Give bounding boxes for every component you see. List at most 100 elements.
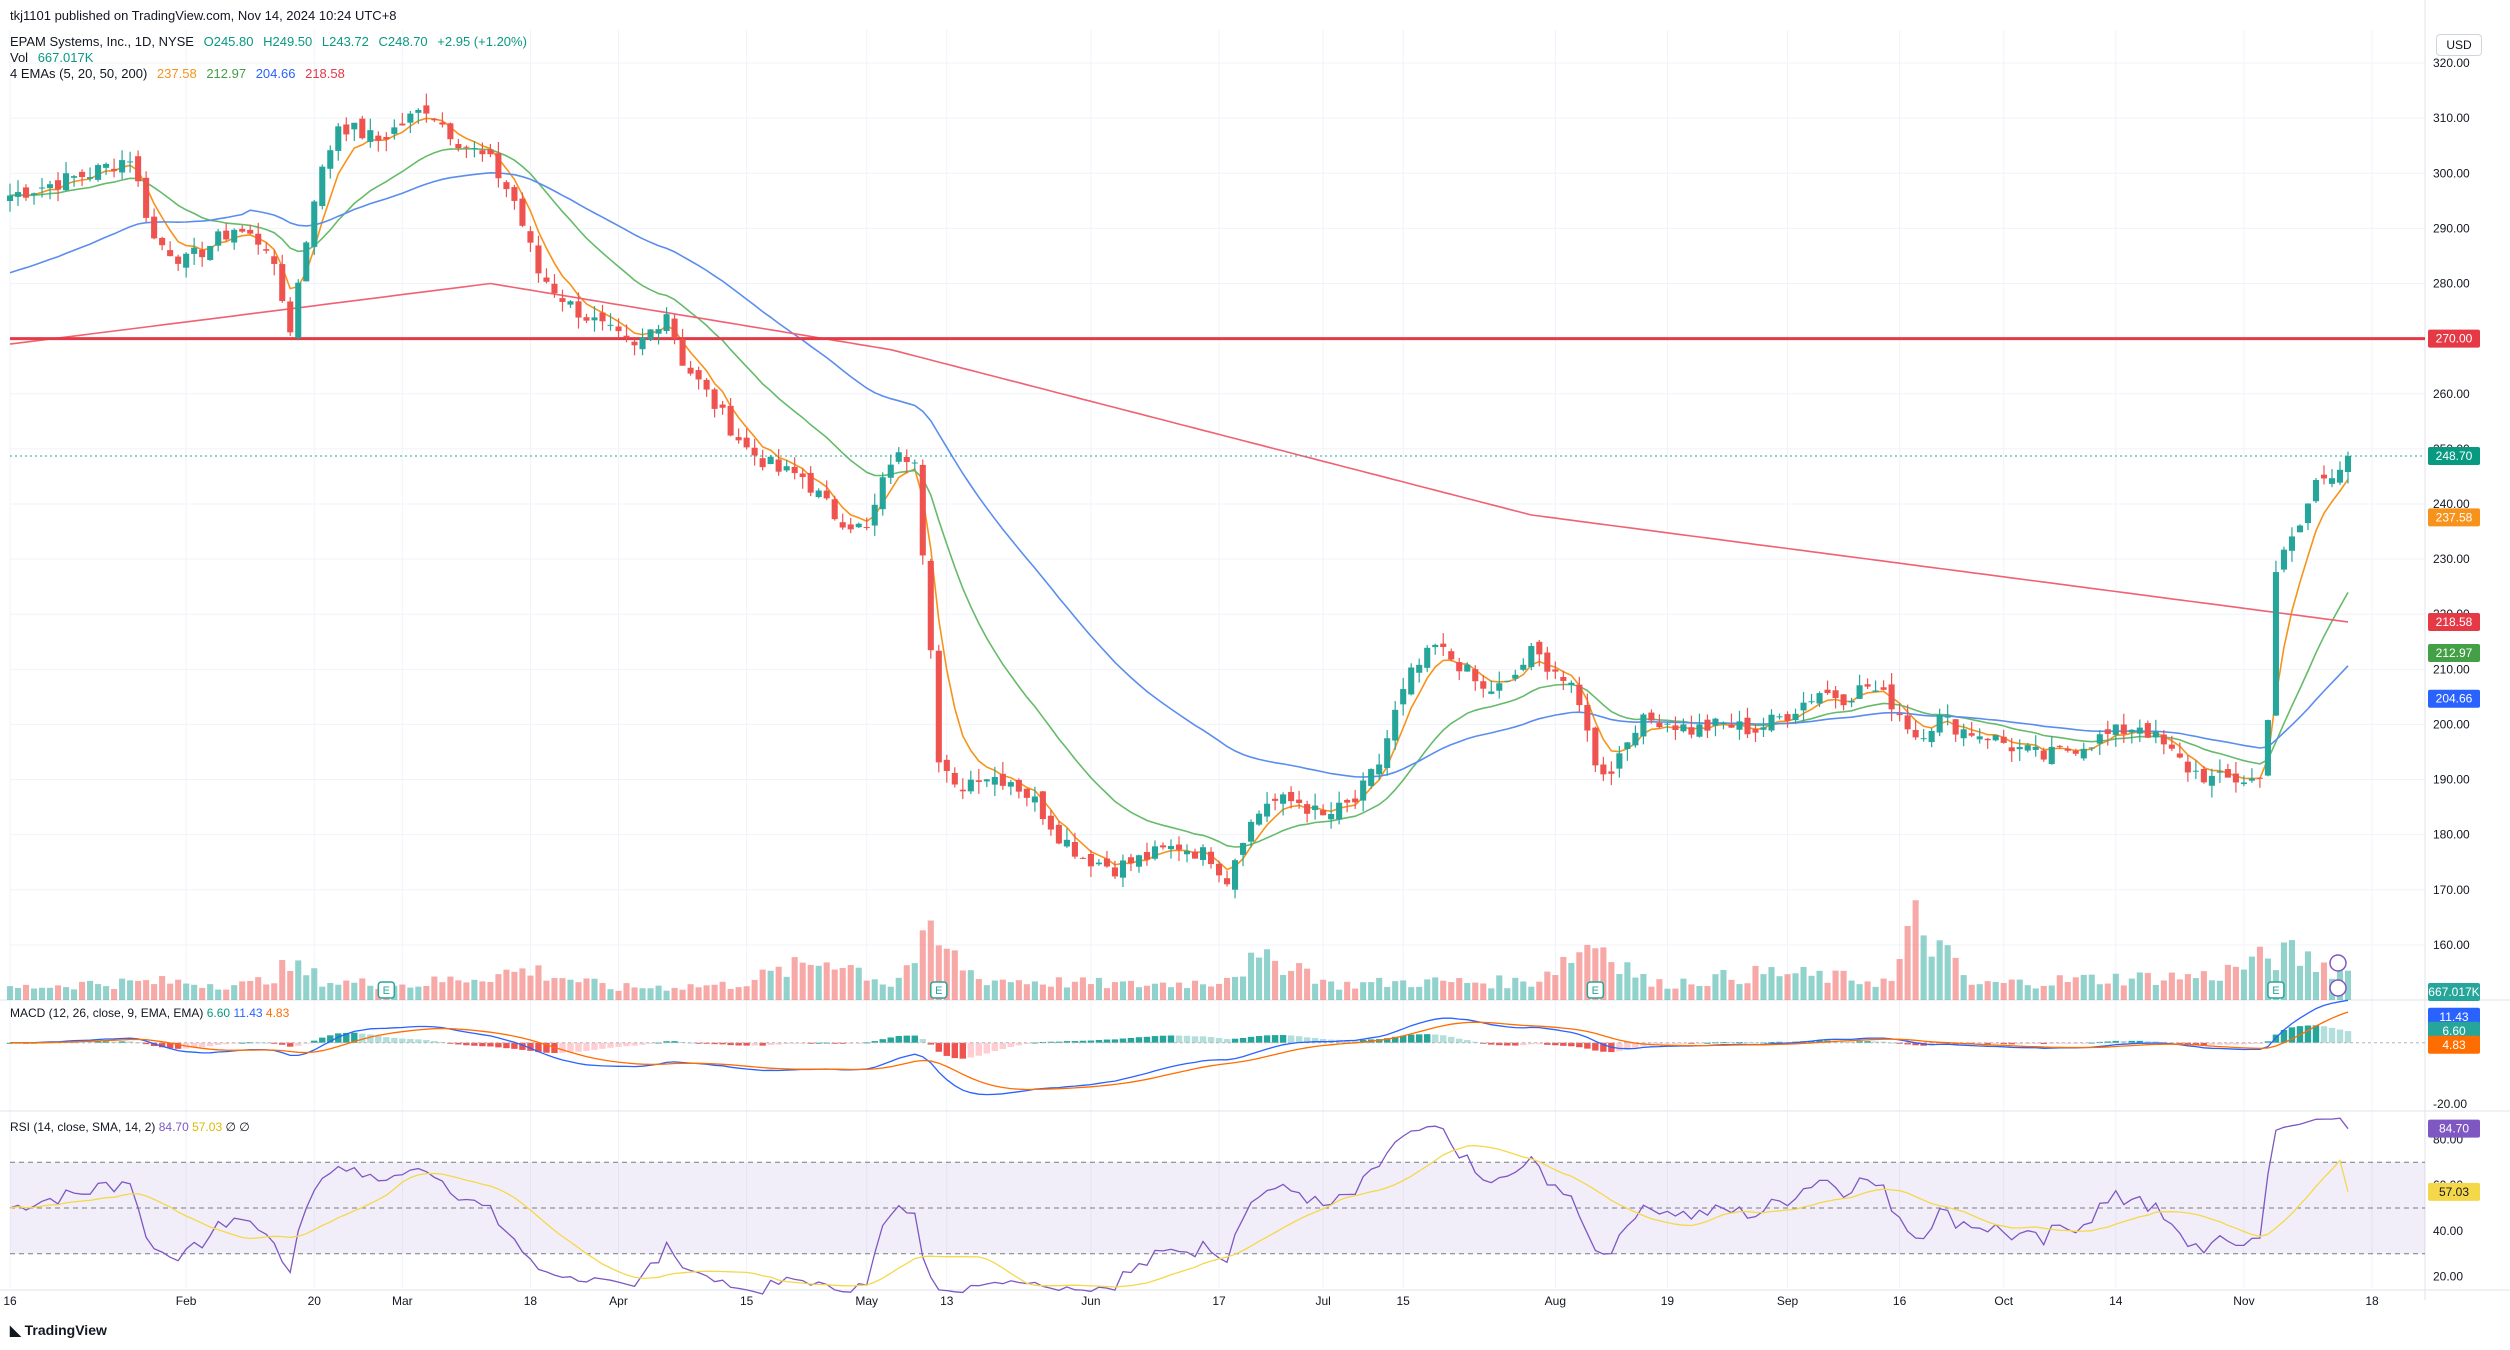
volume-bar (1215, 983, 1223, 1000)
macd-hist-bar (1528, 1042, 1535, 1045)
volume-bar (503, 969, 510, 1000)
candle-body (295, 282, 302, 338)
candle-body (671, 318, 678, 339)
candle-body (2192, 770, 2199, 772)
candle-body (663, 314, 670, 332)
macd-hist-bar (1496, 1042, 1503, 1046)
volume-bar (647, 988, 654, 1000)
macd-hist-bar (1167, 1035, 1175, 1043)
currency-selector[interactable]: USD (2436, 34, 2482, 56)
macd-hist-bar (743, 1042, 750, 1046)
candle-body (287, 301, 294, 333)
candle-body (991, 776, 998, 785)
macd-hist-bar (1656, 1042, 1663, 1045)
macd-hist-bar (1856, 1041, 1863, 1043)
earnings-letter: E (1592, 985, 1599, 997)
ema20-value: 212.97 (206, 66, 247, 81)
volume-bar (2152, 984, 2159, 1000)
ohlc-close: C248.70 (378, 34, 428, 49)
volume-value: 667.017K (37, 50, 94, 65)
volume-bar (1111, 982, 1118, 1000)
volume-bar (1199, 984, 1207, 1000)
candle-body (2112, 724, 2119, 735)
macd-hist-bar (735, 1042, 742, 1046)
candle-body (1512, 674, 1519, 679)
volume-bar (135, 980, 142, 1000)
candle-body (1264, 803, 1271, 817)
volume-bar (1736, 984, 1743, 1000)
macd-line (9, 999, 2349, 1096)
rsi-badge: 84.70 (2428, 1119, 2480, 1138)
candle-body (2272, 572, 2279, 716)
volume-bar (1312, 983, 1319, 1000)
volume-bar (1976, 984, 1983, 1000)
candle-body (1816, 693, 1823, 704)
rsi-ma-line (9, 1145, 2349, 1288)
candle-body (2176, 753, 2183, 758)
macd-hist-bar (663, 1041, 670, 1043)
candle-body (1215, 863, 1223, 876)
volume-bar (1552, 975, 1559, 1000)
candle-body (711, 389, 718, 409)
candle-body (527, 231, 534, 243)
candle-body (1360, 780, 1367, 801)
macd-hist-bar (783, 1042, 790, 1044)
volume-bar (1039, 984, 1046, 1000)
volume-bar (1135, 987, 1143, 1000)
ema5-badge: 237.58 (2428, 508, 2480, 527)
macd-hist-bar (407, 1038, 414, 1043)
tradingview-logo[interactable]: ◣ TradingView (10, 1322, 107, 1339)
candle-body (2320, 474, 2328, 479)
candle-body (22, 187, 30, 198)
volume-bar (879, 984, 886, 1000)
volume-bar (2024, 985, 2031, 1000)
ema200-badge: 218.58 (2428, 613, 2480, 632)
macd-hist-bar (2264, 1041, 2272, 1043)
macd-hist-bar (2128, 1040, 2136, 1043)
candle-body (1055, 824, 1062, 844)
candle-body (1432, 644, 1439, 648)
hline-price-badge-bg (2428, 329, 2480, 348)
macd-hist-bar (1704, 1042, 1711, 1044)
candle-body (1167, 845, 1175, 850)
ohlc-open: O245.80 (203, 34, 254, 49)
volume-bar (1752, 965, 1759, 1000)
macd-hist-bar (279, 1042, 286, 1045)
candle-body (735, 437, 742, 441)
candle-body (1408, 667, 1415, 695)
volume-bar (1696, 986, 1703, 1000)
candle-body (1864, 684, 1871, 687)
macd-hist-bar (1984, 1042, 1991, 1045)
macd-hist-bar (1135, 1037, 1143, 1043)
candle-body (1800, 702, 1807, 711)
macd-hist-bar (1872, 1041, 1879, 1043)
candle-body (1087, 853, 1094, 867)
candle-body (359, 118, 366, 139)
macd-legend: MACD (12, 26, close, 9, EMA, EMA) 6.60 1… (10, 1006, 289, 1020)
macd-v3: 4.83 (265, 1006, 290, 1020)
earnings-marker: E (2267, 981, 2285, 999)
candle-body (1912, 729, 1919, 738)
volume-bar (1272, 960, 1279, 1000)
candle-body (1191, 851, 1199, 859)
candle-body (2056, 745, 2063, 747)
volume-bar (95, 984, 102, 1000)
volume-bar (2072, 977, 2079, 1000)
candle-body (847, 524, 854, 530)
candle-body (319, 166, 326, 206)
macd-v1: 6.60 (206, 1006, 231, 1020)
candle-body (1424, 647, 1431, 668)
volume-bar (2192, 978, 2199, 1000)
candle-body (919, 464, 926, 556)
candle-body (1071, 842, 1078, 857)
macd-hist-bar (319, 1037, 326, 1043)
macd-hist-bar (1720, 1042, 1727, 1044)
candle-body (471, 148, 478, 150)
candle-body (2136, 727, 2143, 734)
volume-bar (103, 986, 110, 1000)
macd-hist-bar (1231, 1038, 1239, 1043)
volume-bar (351, 982, 358, 1000)
macd-hist-bar (775, 1042, 782, 1045)
candle-body (2232, 773, 2239, 783)
